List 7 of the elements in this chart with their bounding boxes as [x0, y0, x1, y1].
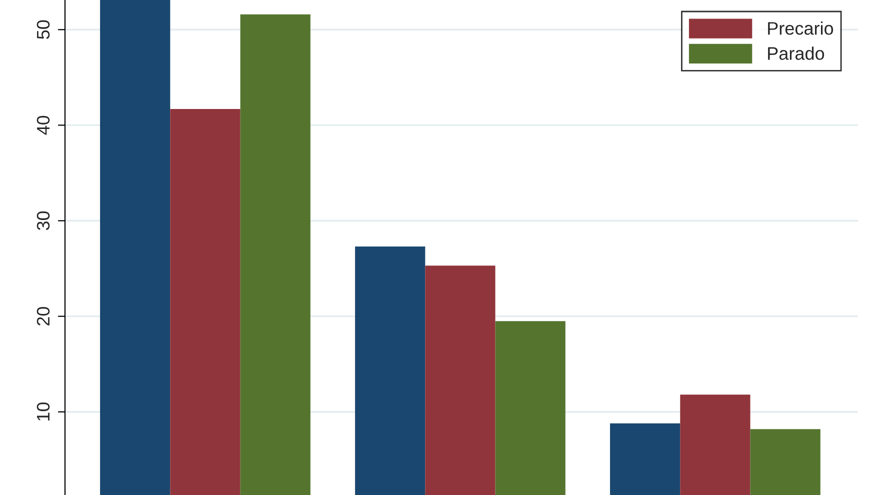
y-tick-label: 10: [36, 402, 50, 421]
legend-label: Parado: [768, 46, 824, 60]
legend-label: Precario: [768, 22, 834, 35]
y-tick-label: 30: [36, 211, 50, 230]
y-tick-label: 20: [36, 306, 50, 326]
y-tick-label: 50: [36, 20, 50, 39]
y-tick-label: 40: [36, 116, 50, 135]
